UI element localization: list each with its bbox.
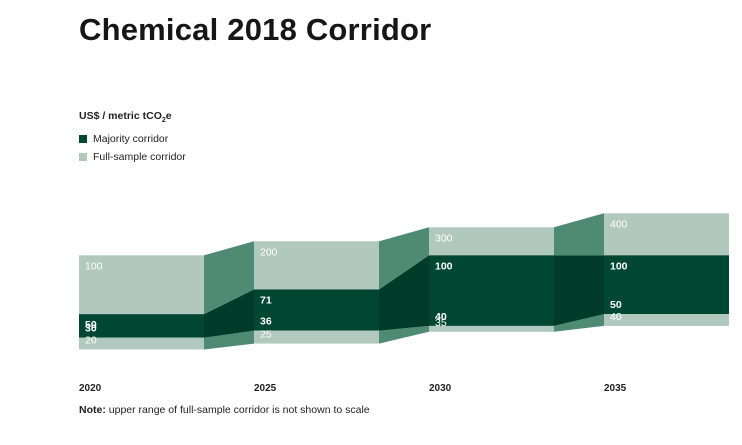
majority-corridor-bar	[604, 255, 729, 315]
connector-full-high	[204, 241, 254, 315]
full-sample-lower-bar	[254, 330, 379, 344]
data-label-majority-high: 100	[435, 260, 453, 272]
x-tick-label: 2030	[429, 383, 452, 394]
full-sample-upper-bar	[429, 227, 554, 256]
legend: US$ / metric tCO2e Majority corridor Ful…	[79, 110, 186, 166]
majority-corridor-bar	[429, 255, 554, 326]
x-tick-label: 2035	[604, 383, 627, 394]
connector-full-low	[379, 325, 429, 344]
y-unit-label: US$ / metric tCO2e	[79, 110, 172, 125]
data-label-full-low: 20	[85, 334, 97, 346]
connector-majority	[554, 255, 604, 326]
data-label-majority-low: 50	[610, 299, 622, 311]
chart-title: Chemical 2018 Corridor	[79, 12, 432, 47]
data-label-full-high: 100	[85, 260, 103, 272]
data-label-majority-high: 100	[610, 260, 628, 272]
legend-swatch-full	[79, 153, 87, 162]
data-label-full-low: 25	[260, 329, 272, 341]
legend-label-majority: Majority corridor	[93, 133, 169, 146]
connector-majority	[379, 255, 429, 331]
data-label-majority-high: 50	[85, 319, 97, 331]
connector-full-low	[554, 314, 604, 332]
full-sample-upper-bar	[79, 255, 204, 315]
full-sample-lower-bar	[604, 314, 729, 326]
legend-item-full: Full-sample corridor	[79, 148, 186, 166]
chart-note: Note: upper range of full-sample corrido…	[79, 404, 370, 416]
full-sample-lower-bar	[79, 337, 204, 350]
full-sample-upper-bar	[254, 241, 379, 290]
connector-full-high	[379, 227, 429, 290]
legend-label-full: Full-sample corridor	[93, 151, 186, 164]
data-label-full-high: 200	[260, 246, 278, 258]
x-tick-label: 2025	[254, 383, 277, 394]
legend-item-majority: Majority corridor	[79, 130, 186, 148]
data-label-full-low: 40	[610, 311, 622, 323]
data-label-majority-low: 40	[435, 311, 447, 323]
data-label-majority-low: 36	[260, 316, 272, 328]
data-label-full-high: 300	[435, 232, 453, 244]
x-tick-label: 2020	[79, 383, 102, 394]
connector-majority	[204, 289, 254, 338]
full-sample-lower-bar	[429, 325, 554, 332]
majority-corridor-bar	[79, 314, 204, 338]
majority-corridor-bar	[254, 289, 379, 331]
data-label-full-high: 400	[610, 218, 628, 230]
full-sample-upper-bar	[604, 213, 729, 256]
data-label-full-low: 35	[435, 317, 447, 329]
data-label-majority-high: 71	[260, 294, 272, 306]
legend-swatch-majority	[79, 135, 87, 144]
connector-full-high	[554, 213, 604, 256]
connector-full-low	[204, 330, 254, 350]
data-label-majority-low: 30	[85, 323, 97, 335]
